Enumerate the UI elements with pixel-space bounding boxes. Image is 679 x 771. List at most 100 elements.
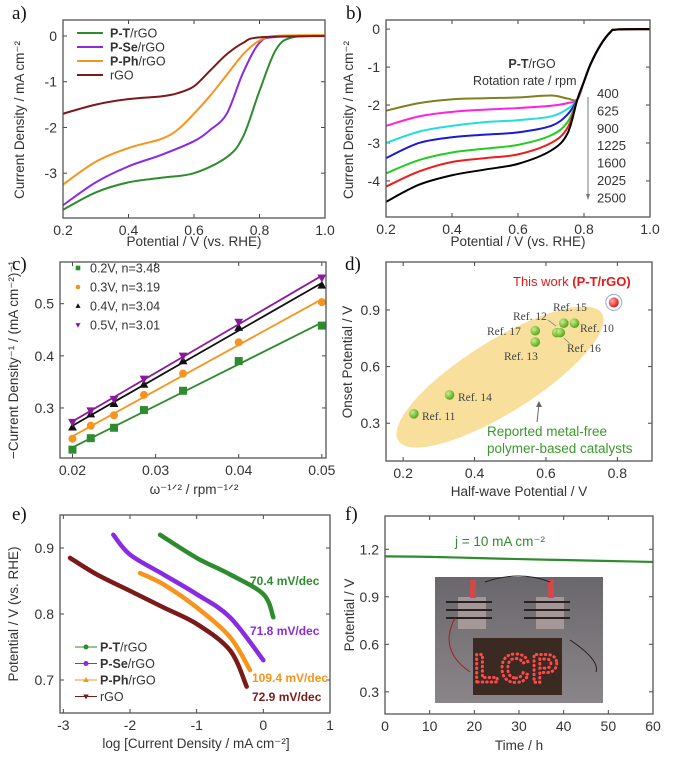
data-point — [86, 407, 96, 416]
legend-marker — [83, 677, 89, 682]
this-work-bold: (P-T/rGO) — [572, 274, 631, 289]
tafel-curve — [111, 532, 266, 663]
y-tick-label: -1 — [45, 74, 58, 90]
rpm-label: 2500 — [597, 190, 626, 205]
x-tick-label: 0 — [381, 718, 389, 734]
plot-area — [67, 532, 276, 689]
legend-label-bold: P-Ph — [100, 674, 128, 688]
legend-label-rest: /rGO — [128, 657, 155, 671]
data-point — [179, 369, 188, 378]
data-point — [317, 274, 327, 283]
data-point — [317, 280, 327, 289]
y-axis-title: −Current Density⁻¹ / (mA cm⁻²)⁻¹ — [6, 260, 21, 459]
y-tick-label: 0.9 — [361, 302, 381, 318]
x-tick-label: 0.8 — [574, 221, 594, 237]
legend-label: P-Ph/rGO — [110, 55, 166, 69]
legend-label-bold: P-Ph — [110, 55, 138, 69]
data-point — [234, 338, 243, 347]
rpm-label: 2025 — [597, 173, 626, 188]
legend-label: P-Se/rGO — [100, 657, 155, 671]
reference-label: Ref. 16 — [567, 343, 601, 355]
fit-line — [72, 274, 323, 423]
x-tick-label: -2 — [124, 717, 137, 733]
reference-point — [530, 337, 541, 347]
series-line-P-T/rGO — [62, 34, 326, 211]
annotation-subtitle: Rotation rate / rpm — [473, 74, 577, 88]
x-axis-title: Potential / V (vs. RHE) — [450, 234, 585, 249]
y-tick-label: -3 — [45, 165, 58, 181]
legend-marker — [83, 661, 89, 666]
rpm-arrow-head — [586, 194, 590, 200]
data-point — [86, 421, 95, 430]
legend-marker — [75, 265, 81, 271]
catalyst-region — [396, 306, 604, 448]
y-tick-label: 0.6 — [361, 359, 381, 375]
panel-label: a) — [12, 3, 27, 24]
this-work-point — [608, 297, 619, 308]
led-display-text: LCP — [474, 647, 560, 691]
x-tick-label: 0.04 — [225, 462, 252, 478]
region-label: Reported metal-free — [487, 424, 607, 439]
legend-label-bold: P-T — [100, 641, 121, 655]
reference-label: Ref. 15 — [553, 302, 587, 314]
data-point — [139, 390, 148, 399]
data-point — [110, 411, 119, 420]
x-tick-label: 60 — [645, 718, 661, 734]
y-axis-title: Potential / V — [342, 579, 357, 652]
reference-label: Ref. 11 — [422, 411, 456, 423]
legend-marker — [75, 323, 81, 328]
rpm-label: 400 — [597, 86, 619, 101]
y-tick-label: 0 — [372, 21, 380, 37]
reference-point — [569, 318, 580, 328]
data-point — [139, 406, 148, 415]
ref16-pointer — [563, 337, 571, 345]
legend-label-bold: P-T — [110, 27, 131, 41]
series-line-P-Ph/rGO — [62, 34, 326, 186]
inset-photo: LCP — [435, 575, 603, 703]
data-point — [317, 321, 326, 330]
legend-label: P-Se/rGO — [110, 41, 165, 55]
y-axis-title: Current Density / mA cm⁻² — [12, 41, 27, 199]
reference-label: Ref. 10 — [580, 323, 614, 335]
legend-label: 0.5V, n=3.01 — [90, 319, 160, 333]
y-axis-title: Current Density / mA cm⁻² — [341, 41, 356, 199]
legend-label-bold: P-Se — [100, 657, 128, 671]
x-tick-label: 0.2 — [393, 465, 413, 481]
tafel-slope-label: 70.4 mV/dec — [250, 574, 320, 588]
x-tick-label: 0.6 — [184, 222, 204, 238]
legend-label: 0.4V, n=3.04 — [90, 300, 160, 314]
y-tick-label: -2 — [368, 97, 381, 113]
reference-label: Ref. 17 — [487, 326, 521, 338]
x-tick-label: 0.2 — [376, 221, 396, 237]
this-work-text: This work — [513, 274, 572, 289]
x-tick-label: 0.6 — [536, 465, 556, 481]
reference-label: Ref. 14 — [458, 392, 492, 404]
y-tick-label: 1.2 — [360, 541, 380, 557]
x-axis-title: ω⁻¹ᐟ² / rpm⁻¹ᐟ² — [150, 482, 239, 497]
wire — [448, 617, 471, 673]
plot-area — [62, 34, 326, 211]
panel-e: e) -3 -2 -1 0 1 0.7 0.8 0.9 log [Current Density … — [6, 504, 334, 751]
panel-label: d) — [345, 254, 361, 275]
tafel-curve — [67, 555, 249, 689]
y-tick-label: -1 — [368, 59, 381, 75]
tafel-slope-label: 72.9 mV/dec — [252, 690, 322, 704]
plot-area — [68, 274, 327, 454]
y-axis-title: Onset Potential / V — [340, 306, 355, 419]
plot-frame — [385, 261, 653, 462]
panel-b: b) 0.2 0.4 0.6 0.8 1.0 0 -1 -2 -3 -4 Potential / V … — [341, 3, 660, 249]
y-tick-label: 0.3 — [361, 415, 381, 431]
data-point — [179, 386, 188, 395]
panel-label: f) — [345, 504, 358, 525]
y-tick-label: 0.7 — [35, 672, 55, 688]
legend-label-rest: /rGO — [529, 57, 556, 71]
plot-frame — [384, 515, 654, 715]
panel-label: e) — [12, 504, 27, 525]
data-point — [86, 434, 95, 443]
legend-label: P-T/rGO — [100, 641, 147, 655]
reference-point — [559, 318, 569, 328]
legend-label-rest: /rGO — [130, 27, 157, 41]
series-line-2500-rpm — [385, 28, 651, 203]
x-tick-label: 1 — [326, 717, 334, 733]
